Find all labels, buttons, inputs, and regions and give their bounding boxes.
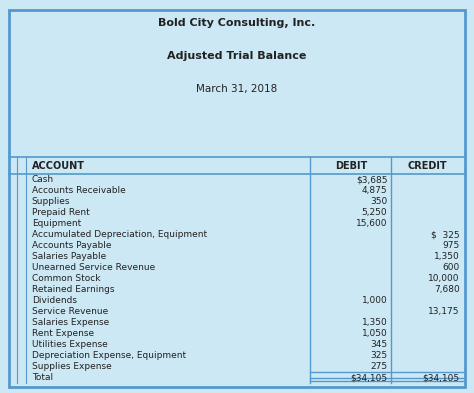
Text: March 31, 2018: March 31, 2018 bbox=[196, 84, 278, 94]
Text: CREDIT: CREDIT bbox=[408, 161, 447, 171]
Text: 4,875: 4,875 bbox=[362, 186, 387, 195]
Text: 600: 600 bbox=[443, 263, 460, 272]
Text: 350: 350 bbox=[370, 197, 387, 206]
Text: 1,050: 1,050 bbox=[362, 329, 387, 338]
Text: Supplies Expense: Supplies Expense bbox=[32, 362, 111, 371]
Text: 7,680: 7,680 bbox=[434, 285, 460, 294]
Text: Retained Earnings: Retained Earnings bbox=[32, 285, 114, 294]
Text: $  325: $ 325 bbox=[431, 230, 460, 239]
Text: Total: Total bbox=[32, 373, 53, 382]
Text: 275: 275 bbox=[370, 362, 387, 371]
Text: Rent Expense: Rent Expense bbox=[32, 329, 94, 338]
Text: 1,350: 1,350 bbox=[362, 318, 387, 327]
Text: Dividends: Dividends bbox=[32, 296, 77, 305]
Text: Bold City Consulting, Inc.: Bold City Consulting, Inc. bbox=[158, 18, 316, 28]
Text: 1,350: 1,350 bbox=[434, 252, 460, 261]
Text: Salaries Payable: Salaries Payable bbox=[32, 252, 106, 261]
Text: Cash: Cash bbox=[32, 175, 54, 184]
Text: $34,105: $34,105 bbox=[423, 373, 460, 382]
Text: 325: 325 bbox=[370, 351, 387, 360]
Text: Depreciation Expense, Equipment: Depreciation Expense, Equipment bbox=[32, 351, 186, 360]
Text: Unearned Service Revenue: Unearned Service Revenue bbox=[32, 263, 155, 272]
Text: DEBIT: DEBIT bbox=[335, 161, 367, 171]
Text: Adjusted Trial Balance: Adjusted Trial Balance bbox=[167, 51, 307, 61]
Text: Salaries Expense: Salaries Expense bbox=[32, 318, 109, 327]
Text: Service Revenue: Service Revenue bbox=[32, 307, 108, 316]
Text: Supplies: Supplies bbox=[32, 197, 70, 206]
Text: Equipment: Equipment bbox=[32, 219, 81, 228]
Text: ACCOUNT: ACCOUNT bbox=[32, 161, 85, 171]
Text: Utilities Expense: Utilities Expense bbox=[32, 340, 108, 349]
Text: 975: 975 bbox=[443, 241, 460, 250]
Text: Accumulated Depreciation, Equipment: Accumulated Depreciation, Equipment bbox=[32, 230, 207, 239]
Text: 1,000: 1,000 bbox=[362, 296, 387, 305]
Text: 15,600: 15,600 bbox=[356, 219, 387, 228]
Text: 10,000: 10,000 bbox=[428, 274, 460, 283]
Text: Common Stock: Common Stock bbox=[32, 274, 100, 283]
Text: 345: 345 bbox=[370, 340, 387, 349]
Text: Accounts Payable: Accounts Payable bbox=[32, 241, 111, 250]
Text: Prepaid Rent: Prepaid Rent bbox=[32, 208, 90, 217]
Text: 13,175: 13,175 bbox=[428, 307, 460, 316]
Text: Accounts Receivable: Accounts Receivable bbox=[32, 186, 126, 195]
Text: 5,250: 5,250 bbox=[362, 208, 387, 217]
Text: $34,105: $34,105 bbox=[350, 373, 387, 382]
Text: $3,685: $3,685 bbox=[356, 175, 387, 184]
